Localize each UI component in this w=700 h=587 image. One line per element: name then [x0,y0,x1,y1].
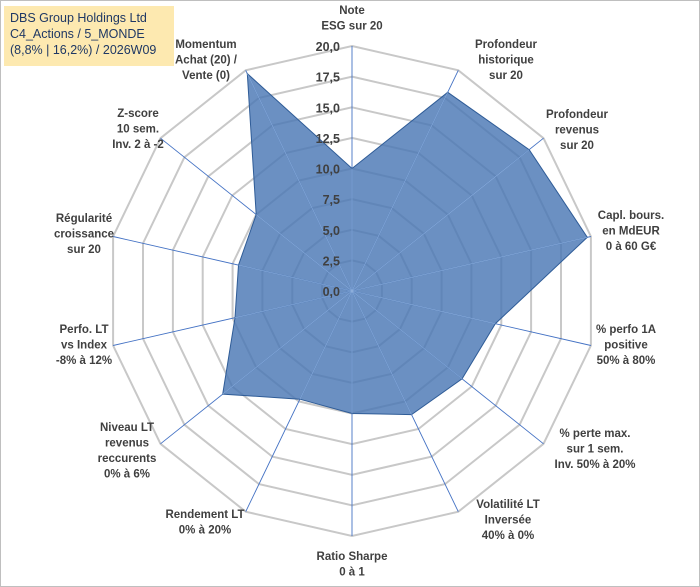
series-spoke [351,290,412,415]
series-spoke [351,290,496,324]
axis-label-line: Inversée [485,515,532,527]
axis-label-line: Volatilité LT [476,499,539,511]
axis-label-line: -8% à 12% [56,355,112,367]
series-spoke [351,290,463,380]
chart-title-box: DBS Group Holdings Ltd C4_Actions / 5_MO… [4,6,174,66]
axis-label-line: positive [604,340,647,352]
axis-label-line: sur 20 [67,244,101,256]
series-spoke [234,290,353,318]
axis-label-line: Capl. bours. [598,210,664,222]
series-spoke [351,237,588,292]
axis-label-line: ESG sur 20 [321,21,382,33]
axis-label-line: 0% à 6% [104,469,150,481]
axis-label-line: Ratio Sharpe [317,551,388,563]
axis-label-line: 0 à 60 G€ [606,241,657,253]
title-period: (8,8% | 16,2%) / 2026W09 [10,43,157,57]
axis-label-line: 0 à 1 [339,567,365,579]
series-spoke [299,290,353,400]
axis-label-line: Profondeur [546,109,608,121]
radar-axis-labels: Note ESG sur 20 Profondeur historique sur 20… [54,5,664,579]
axis-label-line: sur 20 [560,140,594,152]
tick-label: 15,0 [316,101,340,115]
radar-tick-labels: 0,0 2,5 5,0 7,5 10,0 12,5 15,0 17,5 20,0 [316,40,340,299]
axis-label-line: revenus [105,438,149,450]
axis-label-line: en MdEUR [602,226,660,238]
tick-label: 17,5 [316,71,340,85]
radar-series [222,72,588,416]
axis-label-line: % perte max. [560,428,631,440]
axis-label-line: sur 20 [489,70,523,82]
axis-label-line: Inv. 50% à 20% [555,459,636,471]
axis-label-line: Rendement LT [165,509,244,521]
series-spoke [222,290,353,395]
axis-label-line: 50% à 80% [597,355,656,367]
series-spoke [256,214,353,292]
axis-label-line: Achat (20) / [175,55,238,67]
axis-label-line: Note [339,5,365,17]
axis-label-line: vs Index [61,340,108,352]
tick-label: 20,0 [316,40,340,54]
axis-label-line: Z-score [117,108,159,120]
series-spoke [351,149,530,292]
axis-label-line: croissance [54,229,114,241]
axis-label-line: Régularité [56,213,112,225]
title-company: DBS Group Holdings Ltd [10,11,147,25]
tick-label: 7,5 [323,193,340,207]
axis-label-line: Momentum [175,39,236,51]
title-category: C4_Actions / 5_MONDE [10,27,145,41]
axis-label-line: Perfo. LT [60,324,109,336]
axis-label-line: revenus [555,125,599,137]
axis-label-line: reccurents [98,453,157,465]
axis-label-line: Inv. 2 à -2 [112,139,164,151]
axis-label-line: 40% à 0% [482,530,534,542]
axis-label-line: historique [478,55,534,67]
axis-label-line: 10 sem. [117,124,159,136]
series-area [222,72,588,416]
tick-label: 5,0 [323,224,340,238]
series-spoke [351,92,448,292]
axis-label-line: Profondeur [475,39,537,51]
axis-label-line: 0% à 20% [179,525,231,537]
series-spoke [247,73,353,292]
series-spoke [238,264,353,292]
tick-label: 0,0 [323,285,340,299]
axis-label-line: Vente (0) [182,70,230,82]
axis-label-line: sur 1 sem. [567,444,624,456]
axis-label-line: % perfo 1A [596,324,656,336]
tick-label: 12,5 [316,132,340,146]
tick-label: 10,0 [316,163,340,177]
tick-label: 2,5 [323,254,340,268]
axis-label-line: Niveau LT [100,422,154,434]
